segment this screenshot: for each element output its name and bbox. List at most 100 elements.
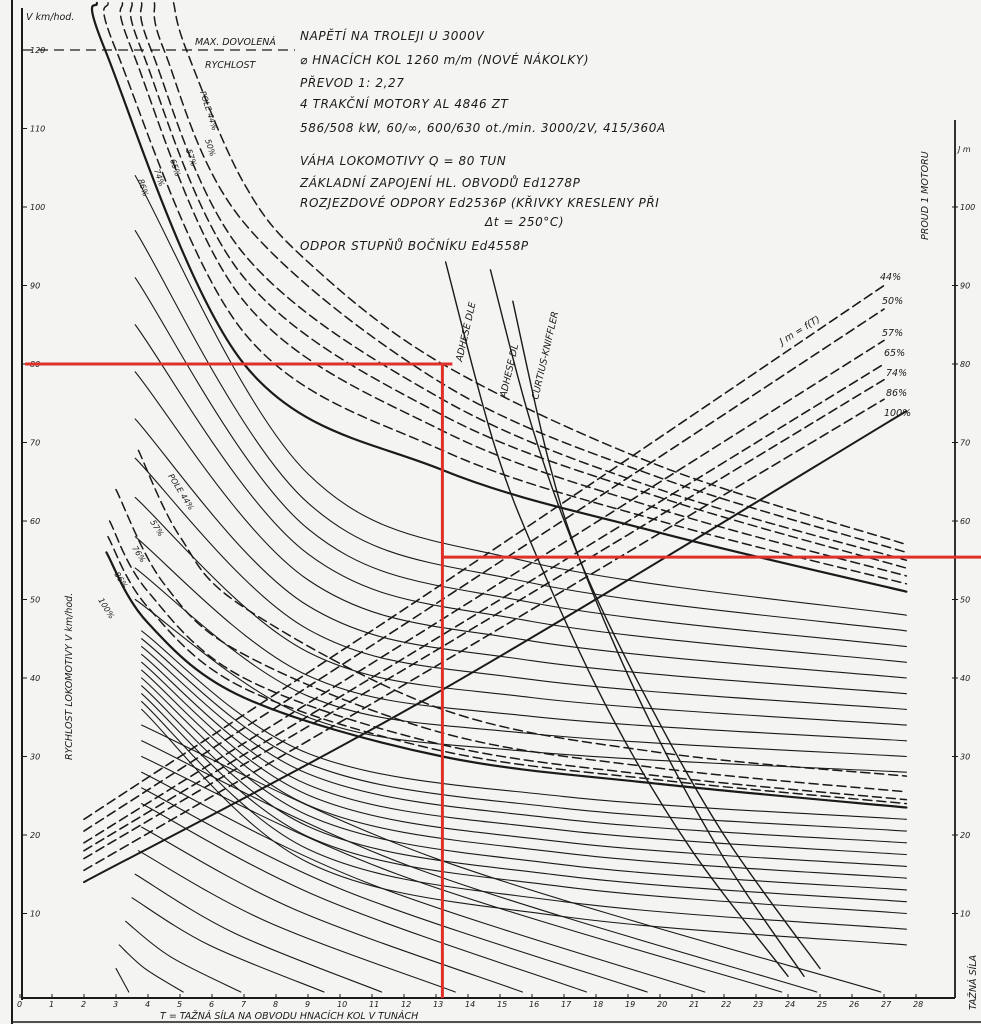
note-motor-ratings: 586/508 kW, 60/∞, 600/630 ot./min. 3000/… — [300, 121, 666, 135]
y-tick-label: 40 — [30, 674, 40, 683]
spec-notes: NAPĚTÍ NA TROLEJI U 3000V ⌀ HNACÍCH KOL … — [299, 28, 666, 253]
series-step-curve — [125, 920, 242, 993]
x-tick-label: 27 — [881, 1000, 892, 1009]
current-label-44: 44% — [880, 272, 901, 283]
x-tick-label: 16 — [529, 1000, 539, 1009]
y-tick-label: 10 — [30, 910, 40, 919]
x-tick-label: 2 — [81, 1000, 86, 1009]
y-tick-label: 30 — [30, 753, 40, 762]
series-step-curve — [141, 701, 907, 930]
x-tick-label: 20 — [657, 1000, 667, 1009]
note-temperature: Δt = 250°C) — [484, 215, 564, 229]
parallel-step-curve — [134, 324, 907, 663]
series-step-curve — [115, 967, 130, 993]
x-tick-label: 11 — [369, 1000, 379, 1009]
parallel-step-curve — [134, 277, 907, 648]
series-field-curve — [137, 449, 908, 777]
series-step-curve — [141, 630, 907, 820]
series-step-curve — [141, 787, 648, 993]
series-step-curve — [118, 944, 184, 993]
upper-label-86: 86% — [136, 178, 150, 198]
current-curve — [83, 284, 885, 821]
x-tick-label: 5 — [177, 1000, 182, 1009]
series-step-curve — [141, 708, 907, 946]
note-weight: VÁHA LOKOMOTIVY Q = 80 TUN — [300, 153, 506, 168]
series-field-curve — [107, 535, 908, 805]
y2-bottom-label: TAŽNÁ SÍLA — [967, 955, 979, 1010]
y2-tick-label: 70 — [960, 439, 970, 448]
x-tick-label: 26 — [849, 1000, 859, 1009]
x-tick-label: 19 — [625, 1000, 635, 1009]
note-main-circuit: ZÁKLADNÍ ZAPOJENÍ HL. OBVODŮ Ed1278P — [299, 175, 581, 190]
y2-axis-title: PROUD 1 MOTORU — [920, 151, 931, 240]
series-step-curve — [134, 873, 383, 993]
x-axis-title: T = TAŽNÁ SÍLA NA OBVODU HNACÍCH KOL V T… — [160, 1010, 418, 1022]
x-tick-label: 6 — [209, 1000, 214, 1009]
current-label-100: 100% — [884, 408, 911, 419]
x-tick-label: 13 — [433, 1000, 443, 1009]
x-tick-label: 15 — [497, 1000, 507, 1009]
x-tick-label: 9 — [305, 1000, 310, 1009]
x-tick-label: 24 — [785, 1000, 795, 1009]
adhesion-curve — [444, 261, 789, 977]
series-step-curve — [141, 771, 706, 993]
x-tick-label: 10 — [337, 1000, 347, 1009]
parallel-field-curve — [119, 2, 908, 577]
parallel-field-curve — [103, 2, 908, 585]
y2-tick-label: 20 — [960, 831, 970, 840]
series-step-curve — [131, 897, 325, 993]
x-tick-label: 8 — [273, 1000, 278, 1009]
parallel-field-curve — [153, 2, 908, 554]
max-speed-label-1: MAX. DOVOLENÁ — [195, 36, 276, 48]
adhesion-curve — [512, 300, 805, 977]
y2-tick-label: 40 — [960, 674, 970, 683]
current-curve — [83, 410, 908, 884]
upper-label-74: 74% — [152, 168, 166, 188]
axis-ticks: 0 1 2 3 4 5 6 7 8 9 10 11 12 13 14 15 16 17 18 19 20 21 22 23 24… — [17, 46, 975, 1009]
note-voltage: NAPĚTÍ NA TROLEJI U 3000V — [300, 28, 484, 43]
current-label-86: 86% — [886, 388, 907, 399]
parallel-field-curve — [172, 2, 908, 546]
x-tick-label: 28 — [913, 1000, 923, 1009]
lower-label-86: 86% — [112, 570, 129, 590]
series-step-curve — [141, 638, 907, 832]
curtius-kniffler-label: CURTIUS-KNIFFLER — [530, 310, 561, 400]
curves — [22, 1, 908, 993]
y-tick-label: 70 — [30, 439, 40, 448]
y-tick-label: 60 — [30, 517, 40, 526]
y-tick-label: 100 — [30, 203, 45, 212]
upper-label-57: 57% — [184, 148, 198, 168]
y2-tick-label: 30 — [960, 753, 970, 762]
y-axis-title: RYCHLOST LOKOMOTIVY V km/hod. — [64, 593, 75, 760]
red-highlight-lines — [25, 362, 981, 998]
note-starting-resistors: ROZJEZDOVÉ ODPORY Ed2536P (KŘIVKY KRESLE… — [300, 195, 659, 210]
parallel-step-curve — [134, 418, 907, 695]
series-step-curve — [141, 646, 907, 844]
x-tick-label: 7 — [241, 1000, 247, 1009]
y2-tick-label: 80 — [960, 360, 970, 369]
max-speed-label-2: RYCHLOST — [205, 60, 257, 71]
y2-tick-label: 10 — [960, 910, 970, 919]
series-step-curve — [141, 653, 907, 856]
y2-tick-label: 50 — [960, 596, 970, 605]
upper-label-65: 65% — [168, 158, 182, 178]
x-tick-label: 22 — [721, 1000, 731, 1009]
series-step-curve — [141, 677, 907, 891]
x-tick-label: 23 — [753, 1000, 763, 1009]
lower-label-76: 76% — [130, 544, 147, 564]
series-step-curve — [141, 661, 907, 867]
x-tick-label: 4 — [145, 1000, 150, 1009]
note-motors: 4 TRAKČNÍ MOTORY AL 4846 ZT — [300, 96, 510, 111]
x-tick-label: 3 — [113, 1000, 118, 1009]
adhesion-curve — [489, 269, 821, 970]
parallel-field-curve — [129, 2, 908, 569]
x-tick-label: 17 — [561, 1000, 572, 1009]
y-tick-label: 50 — [30, 596, 40, 605]
series-step-curve — [141, 740, 818, 993]
lower-label-100: 100% — [96, 596, 116, 620]
series-step-curve — [141, 693, 907, 915]
lower-label-57: 57% — [148, 518, 165, 538]
y2-tick-label: 90 — [960, 282, 970, 291]
